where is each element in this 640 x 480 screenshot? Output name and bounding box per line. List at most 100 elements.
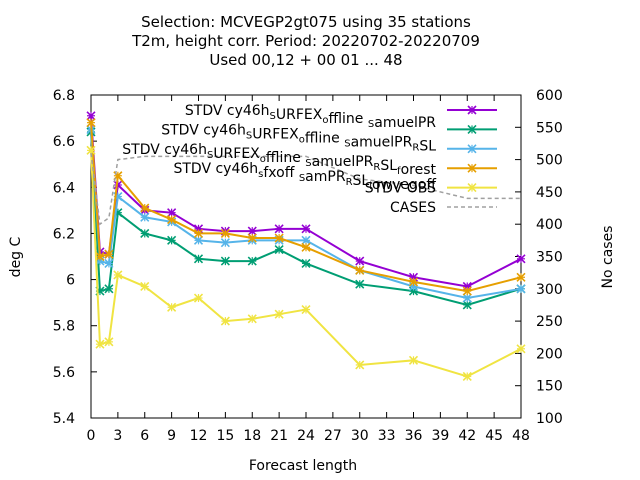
data-point (193, 293, 204, 303)
data-point (140, 228, 150, 238)
y-tick-label: 6.2 (53, 226, 75, 242)
y-tick-label: 6.6 (53, 134, 75, 150)
data-point (167, 302, 177, 312)
data-point (274, 233, 284, 243)
x-tick-label: 0 (87, 428, 96, 444)
x-tick-label: 42 (458, 428, 476, 444)
x-tick-label: 21 (270, 428, 288, 444)
legend-label: CASES (390, 200, 436, 216)
data-point (247, 256, 257, 266)
y-tick-label: 5.4 (53, 411, 75, 427)
y-tick-label: 5.8 (53, 319, 75, 335)
data-point (516, 284, 526, 294)
x-tick-label: 18 (243, 428, 261, 444)
data-point (104, 258, 114, 268)
y2-tick-label: 200 (536, 346, 563, 362)
title-line-1: Selection: MCVEGP2gt075 using 35 station… (141, 13, 471, 31)
y-tick-label: 6 (66, 273, 75, 289)
legend-marker (467, 163, 477, 173)
x-axis-label: Forecast length (249, 458, 357, 474)
data-point (516, 254, 526, 264)
data-point (113, 270, 123, 280)
chart-title: Selection: MCVEGP2gt075 using 35 station… (131, 13, 480, 69)
series-4 (86, 145, 526, 382)
legend-label: STDV cy46hSURFEXoffline SamuelPRRSLfores… (122, 142, 436, 178)
y2-tick-label: 100 (536, 411, 563, 427)
y-axis-label: deg C (8, 236, 24, 277)
data-point (140, 212, 150, 222)
title-line-2: T2m, height corr. Period: 20220702-20220… (131, 32, 480, 50)
data-point (274, 245, 284, 255)
data-point (301, 304, 311, 315)
x-tick-label: 9 (167, 428, 176, 444)
series-layer (86, 111, 526, 382)
data-point (408, 277, 419, 287)
legend-marker (467, 124, 477, 134)
data-point (220, 228, 230, 238)
data-point (301, 242, 311, 252)
y2-tick-label: 350 (536, 250, 563, 266)
legend-marker (467, 183, 477, 193)
data-point (516, 344, 526, 354)
data-point (86, 118, 96, 128)
data-point (193, 254, 204, 264)
data-point (140, 203, 150, 213)
data-point (167, 235, 177, 245)
data-point (104, 337, 114, 347)
data-point (167, 215, 177, 225)
x-tick-label: 48 (512, 428, 530, 444)
legend-label: STDV cy46hSURFEXoffline SamuelPRRSL (161, 122, 436, 154)
data-point (220, 256, 230, 266)
legend-label: STDV OBS (365, 181, 436, 197)
x-tick-label: 27 (324, 428, 342, 444)
x-tick-label: 30 (351, 428, 369, 444)
data-point (355, 360, 365, 370)
data-point (193, 228, 204, 238)
y-tick-label: 5.6 (53, 365, 75, 381)
data-point (355, 279, 365, 289)
data-point (355, 265, 365, 275)
legend-label: STDV cy46hSURFEXoffline SamuelPR (185, 103, 436, 131)
data-point (247, 314, 257, 324)
data-point (104, 284, 114, 294)
legend-marker (467, 144, 477, 154)
data-point (462, 371, 472, 382)
x-tick-label: 15 (216, 428, 234, 444)
x-tick-label: 3 (113, 428, 122, 444)
data-point (355, 256, 365, 266)
data-point (301, 224, 311, 234)
y2-tick-label: 500 (536, 153, 563, 169)
data-point (167, 208, 177, 218)
data-point (193, 235, 204, 245)
data-point (462, 300, 472, 310)
data-point (104, 249, 114, 259)
data-point (220, 316, 230, 326)
data-point (95, 339, 105, 349)
x-tick-label: 24 (297, 428, 315, 444)
data-point (274, 224, 284, 234)
data-point (516, 272, 526, 282)
y2-tick-label: 450 (536, 185, 563, 201)
data-point (247, 233, 257, 243)
data-point (301, 258, 311, 268)
y2-tick-label: 300 (536, 282, 563, 298)
data-point (462, 286, 472, 296)
data-point (220, 238, 230, 248)
x-tick-label: 45 (485, 428, 503, 444)
data-point (408, 355, 419, 365)
y2-tick-label: 250 (536, 314, 563, 330)
data-point (274, 309, 284, 319)
data-point (86, 111, 96, 121)
title-line-3: Used 00,12 + 00 01 ... 48 (209, 51, 402, 69)
x-tick-label: 6 (140, 428, 149, 444)
legend-marker (467, 105, 477, 115)
x-tick-label: 33 (378, 428, 396, 444)
y2-tick-label: 550 (536, 120, 563, 136)
y-tick-label: 6.4 (53, 180, 75, 196)
data-point (86, 145, 96, 155)
legend-label: STDV cy46hsfxoff SamPRRSLlowvegoff (173, 161, 436, 193)
y2-tick-label: 400 (536, 217, 563, 233)
axes: 0 3 6 9 12 15 18 21 24 27 30 33 36 39 42 45 485.45.65.86… (53, 88, 563, 444)
